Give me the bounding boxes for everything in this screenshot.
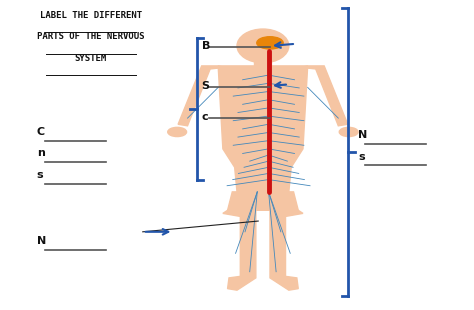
Text: N: N bbox=[36, 236, 46, 246]
Bar bbox=[255, 51, 272, 66]
Polygon shape bbox=[270, 210, 303, 290]
Text: s: s bbox=[358, 152, 365, 162]
Text: S: S bbox=[201, 81, 210, 91]
Text: n: n bbox=[36, 148, 45, 158]
Text: SYSTEM: SYSTEM bbox=[75, 54, 107, 63]
Text: B: B bbox=[201, 41, 210, 51]
Text: N: N bbox=[358, 130, 367, 140]
Circle shape bbox=[237, 29, 289, 63]
Polygon shape bbox=[218, 66, 308, 192]
Text: PARTS OF THE NERVOUS: PARTS OF THE NERVOUS bbox=[37, 32, 145, 41]
Ellipse shape bbox=[168, 127, 187, 137]
Text: C: C bbox=[36, 127, 45, 137]
Ellipse shape bbox=[257, 37, 283, 49]
Polygon shape bbox=[223, 210, 256, 290]
Polygon shape bbox=[228, 192, 298, 210]
Text: s: s bbox=[36, 170, 43, 180]
Polygon shape bbox=[301, 66, 348, 126]
Ellipse shape bbox=[339, 127, 358, 137]
Polygon shape bbox=[178, 66, 224, 126]
Text: LABEL THE DIFFERENT: LABEL THE DIFFERENT bbox=[40, 11, 142, 20]
Text: c: c bbox=[201, 112, 208, 122]
